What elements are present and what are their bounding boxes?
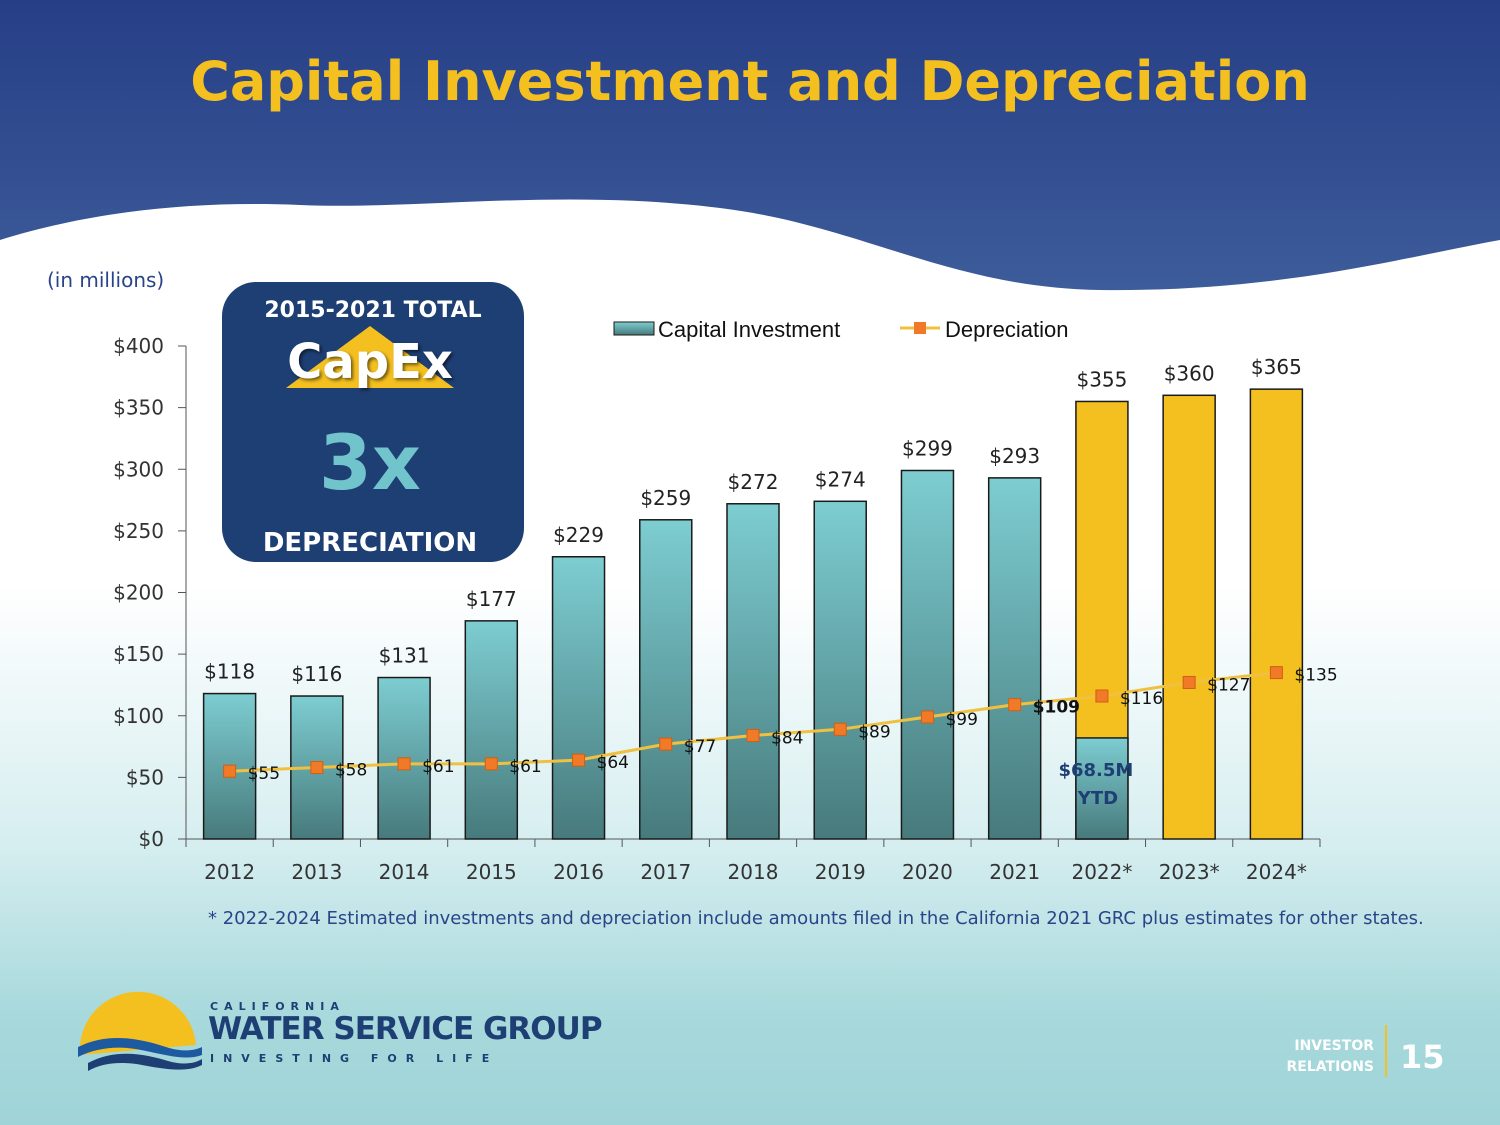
legend-capital-investment-label: Capital Investment	[658, 317, 840, 342]
depreciation-data-label: $99	[945, 710, 977, 730]
depreciation-data-label: $55	[248, 764, 280, 784]
x-tick-label: 2022*	[1071, 860, 1132, 884]
callout-depreciation-label: DEPRECIATION	[262, 528, 478, 558]
depreciation-point	[484, 757, 498, 771]
investor-relations-line-2: RELATIONS	[1286, 1059, 1374, 1075]
capital-investment-bar	[1249, 388, 1304, 840]
y-tick-label: $100	[113, 704, 164, 728]
gold-triangle-icon	[286, 326, 454, 388]
callout-period-label: 2015-2021 TOTAL	[264, 298, 482, 323]
page-number: 15	[1400, 1038, 1445, 1076]
ytd-text-label: YTD	[1077, 788, 1118, 809]
depreciation-point	[659, 737, 673, 751]
depreciation-point	[310, 761, 324, 775]
logo-tagline: INVESTING FOR LIFE	[210, 1052, 499, 1065]
logo-company-name: WATER SERVICE GROUP	[208, 1011, 603, 1047]
capital-investment-data-label: $355	[1076, 367, 1127, 391]
capital-investment-bar	[639, 519, 693, 840]
depreciation-point	[397, 757, 411, 771]
depreciation-point	[1269, 666, 1283, 680]
x-tick-label: 2013	[291, 860, 342, 884]
depreciation-data-label: $61	[422, 757, 454, 777]
x-tick-label: 2023*	[1159, 860, 1220, 884]
capital-investment-bar	[464, 620, 519, 840]
depreciation-data-label: $135	[1294, 666, 1337, 686]
x-tick-label: 2015	[466, 860, 517, 884]
capital-investment-data-label: $365	[1251, 355, 1302, 379]
capital-investment-bar	[726, 503, 780, 840]
units-note: (in millions)	[47, 268, 165, 292]
depreciation-data-label: $64	[597, 753, 629, 773]
y-tick-label: $200	[113, 581, 164, 605]
footer-divider	[1385, 1025, 1387, 1077]
investor-relations-label: INVESTOR RELATIONS	[1270, 1036, 1374, 1078]
callout-multiplier: 3x	[319, 418, 421, 507]
header-wave-background	[0, 0, 1500, 291]
y-tick-label: $300	[113, 457, 164, 481]
capital-investment-bar	[987, 477, 1042, 840]
depreciation-point	[1008, 698, 1022, 712]
capital-investment-bar	[1162, 394, 1216, 840]
y-tick-label: $250	[113, 519, 164, 543]
capital-investment-data-label: $299	[902, 436, 953, 460]
x-tick-label: 2019	[815, 860, 866, 884]
capital-investment-chart: $0 $50 $100 $150 $200 $250 $300 $350 $400 2012 201…	[113, 317, 1338, 884]
x-tick-label: 2016	[553, 860, 604, 884]
ytd-value-label: $68.5M	[1058, 760, 1133, 781]
sun-waves-logo-icon	[78, 991, 202, 1071]
depreciation-data-label: $116	[1120, 689, 1163, 709]
ytd-progress-bar	[1075, 737, 1129, 840]
depreciation-data-label: $58	[335, 761, 367, 781]
callout-capex-label: CapEx	[287, 334, 453, 390]
slide-title: Capital Investment and Depreciation	[190, 50, 1310, 113]
x-tick-label: 2020	[902, 860, 953, 884]
y-tick-label: $150	[113, 642, 164, 666]
y-tick-label: $350	[113, 396, 164, 420]
capital-investment-data-label: $118	[204, 660, 255, 684]
depreciation-point	[1182, 675, 1196, 689]
depreciation-point	[833, 722, 847, 736]
x-tick-label: 2012	[204, 860, 255, 884]
capital-investment-data-label: $259	[640, 486, 691, 510]
depreciation-data-label: $77	[684, 737, 716, 757]
x-tick-label: 2024*	[1246, 860, 1307, 884]
x-tick-label: 2018	[728, 860, 779, 884]
legend-capital-investment-swatch	[613, 321, 655, 336]
capital-investment-bar	[813, 500, 867, 840]
investor-relations-line-1: INVESTOR	[1294, 1038, 1374, 1054]
y-tick-label: $50	[126, 765, 164, 789]
capital-investment-data-label: $116	[291, 662, 342, 686]
chart-footnote: * 2022-2024 Estimated investments and de…	[208, 908, 1424, 929]
capital-investment-data-label: $360	[1164, 361, 1215, 385]
capital-investment-data-label: $131	[379, 644, 430, 668]
legend-depreciation-label: Depreciation	[945, 317, 1069, 342]
x-tick-label: 2017	[640, 860, 691, 884]
capital-investment-data-label: $229	[553, 523, 604, 547]
depreciation-point	[1095, 689, 1109, 703]
depreciation-data-label: $127	[1207, 675, 1250, 695]
depreciation-point	[920, 710, 934, 724]
capital-investment-data-label: $177	[466, 587, 517, 611]
x-tick-label: 2014	[379, 860, 430, 884]
capital-investment-bar	[551, 556, 606, 840]
legend-depreciation-marker	[914, 322, 926, 334]
y-tick-label: $0	[139, 827, 164, 851]
x-tick-label: 2021	[989, 860, 1040, 884]
capex-callout-box: 2015-2021 TOTAL CapEx 3x DEPRECIATION	[222, 282, 524, 562]
logo-california-text: CALIFORNIA	[210, 1000, 345, 1013]
depreciation-data-label: $89	[858, 722, 890, 742]
capital-investment-bar	[202, 692, 257, 840]
depreciation-data-label: $61	[509, 757, 541, 777]
depreciation-data-label: $84	[771, 728, 803, 748]
depreciation-point	[223, 764, 237, 778]
depreciation-point	[572, 753, 586, 767]
y-tick-label: $400	[113, 334, 164, 358]
capital-investment-data-label: $272	[728, 470, 779, 494]
depreciation-data-label: $109	[1033, 698, 1080, 718]
capital-investment-data-label: $274	[815, 467, 866, 491]
capital-investment-bar	[900, 469, 955, 840]
capital-investment-data-label: $293	[989, 444, 1040, 468]
depreciation-point	[746, 728, 760, 742]
